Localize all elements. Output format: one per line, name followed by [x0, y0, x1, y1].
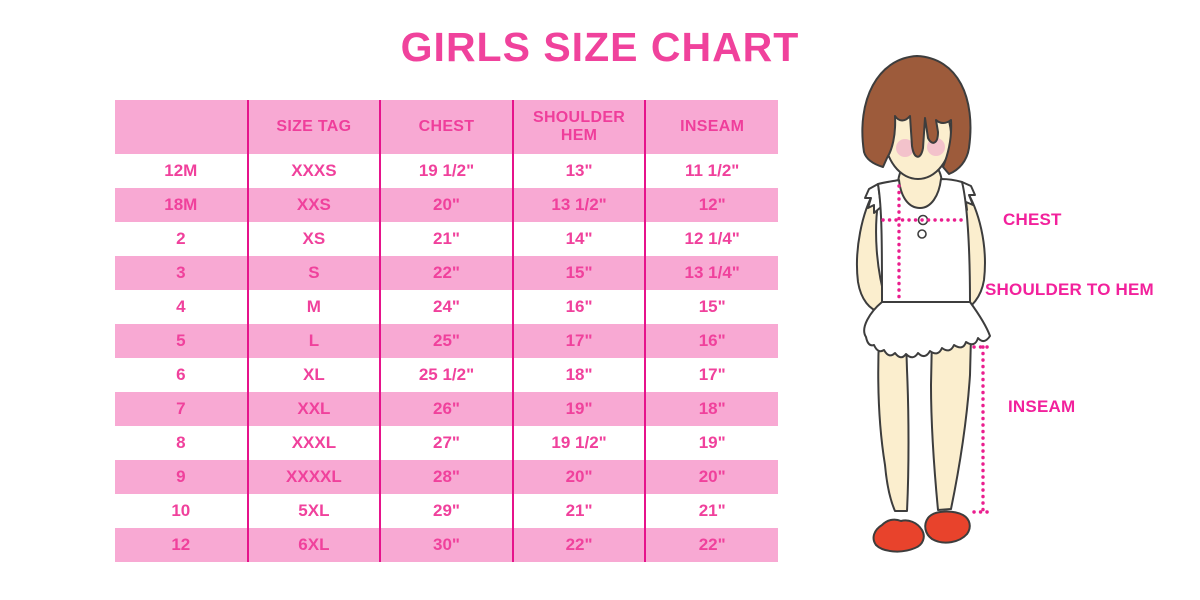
- size-table-body: 12M XXXS 19 1/2" 13" 11 1/2" 18M XXS 20" 13 1/2"…: [115, 154, 778, 562]
- table-row: 7 XXL 26" 19" 18": [115, 392, 778, 426]
- table-cell: 30": [379, 528, 513, 562]
- sleeve-ruffle-left: [864, 183, 882, 214]
- girls-size-table: SIZE TAG CHEST SHOULDER HEM INSEAM 12M XX…: [115, 100, 778, 562]
- table-cell: 27": [379, 426, 513, 460]
- table-cell: 8: [176, 433, 186, 452]
- table-header-row: SIZE TAG CHEST SHOULDER HEM INSEAM: [115, 100, 778, 154]
- table-cell: 5: [176, 331, 186, 350]
- table-cell: XXXS: [246, 154, 381, 188]
- col-header-inseam: INSEAM: [644, 100, 778, 154]
- table-row: 12M XXXS 19 1/2" 13" 11 1/2": [115, 154, 778, 188]
- blush-left: [896, 139, 914, 157]
- table-cell: 13": [511, 154, 646, 188]
- button-bottom: [917, 229, 927, 239]
- table-cell: 28": [379, 460, 513, 494]
- table-row: 4 M 24" 16" 15": [115, 290, 778, 324]
- table-cell: 12: [171, 535, 191, 554]
- girl-arm-left: [855, 189, 887, 313]
- page-title: GIRLS SIZE CHART: [400, 24, 800, 70]
- table-cell: 17": [511, 324, 646, 358]
- col-header-shoulder-hem: SHOULDER HEM: [511, 100, 646, 154]
- table-cell: 15": [511, 256, 646, 290]
- table-cell: 20": [379, 188, 513, 222]
- table-cell: 10: [171, 501, 191, 520]
- table-cell: L: [246, 324, 381, 358]
- table-cell: XL: [246, 358, 381, 392]
- table-cell: 25 1/2": [379, 358, 513, 392]
- table-cell: 18M: [164, 195, 198, 214]
- table-cell: 21": [379, 222, 513, 256]
- table-cell: 3: [176, 263, 186, 282]
- table-cell: 21": [511, 494, 646, 528]
- table-cell: 24": [379, 290, 513, 324]
- table-cell: 22": [644, 528, 778, 562]
- table-cell: M: [246, 290, 381, 324]
- girl-illustration: [855, 55, 995, 553]
- girl-leg-right: [930, 335, 972, 511]
- table-cell: 20": [511, 460, 646, 494]
- inseam-label: INSEAM: [1008, 397, 1076, 416]
- table-cell: XS: [246, 222, 381, 256]
- table-cell: 17": [644, 358, 778, 392]
- table-row: 8 XXXL 27" 19 1/2" 19": [115, 426, 778, 460]
- table-cell: 6: [176, 365, 186, 384]
- table-cell: 16": [511, 290, 646, 324]
- table-row: 10 5XL 29" 21" 21": [115, 494, 778, 528]
- table-row: 2 XS 21" 14" 12 1/4": [115, 222, 778, 256]
- girl-shoe-right: [924, 510, 971, 544]
- table-cell: 12M: [164, 161, 198, 180]
- table-cell: 26": [379, 392, 513, 426]
- table-cell: 29": [379, 494, 513, 528]
- table-cell: 13 1/4": [644, 256, 778, 290]
- col-header-size: [115, 100, 248, 154]
- table-cell: 22": [511, 528, 646, 562]
- girl-leg-left: [877, 337, 910, 512]
- table-cell: 19 1/2": [379, 154, 513, 188]
- table-cell: 15": [644, 290, 778, 324]
- table-cell: 16": [644, 324, 778, 358]
- table-cell: 21": [644, 494, 778, 528]
- table-cell: S: [246, 256, 381, 290]
- table-cell: 18": [511, 358, 646, 392]
- table-cell: 19 1/2": [511, 426, 646, 460]
- table-row: 18M XXS 20" 13 1/2" 12": [115, 188, 778, 222]
- girl-skirt: [863, 301, 991, 359]
- table-cell: 7: [176, 399, 186, 418]
- table-row: 12 6XL 30" 22" 22": [115, 528, 778, 562]
- girl-top: [877, 178, 971, 303]
- table-cell: 12": [644, 188, 778, 222]
- table-row: 9 XXXXL 28" 20" 20": [115, 460, 778, 494]
- girl-shoe-left: [872, 518, 925, 553]
- table-cell: 25": [379, 324, 513, 358]
- chest-label: CHEST: [1003, 210, 1062, 229]
- table-cell: 6XL: [246, 528, 381, 562]
- table-cell: 22": [379, 256, 513, 290]
- table-cell: 4: [176, 297, 186, 316]
- measurement-figure: CHEST SHOULDER TO HEM INSEAM: [820, 40, 1200, 570]
- girl-hair: [861, 55, 972, 175]
- col-header-size-tag: SIZE TAG: [246, 100, 381, 154]
- table-row: 6 XL 25 1/2" 18" 17": [115, 358, 778, 392]
- table-row: 3 S 22" 15" 13 1/4": [115, 256, 778, 290]
- col-header-chest: CHEST: [379, 100, 513, 154]
- table-cell: 20": [644, 460, 778, 494]
- table-cell: XXL: [246, 392, 381, 426]
- table-cell: 9: [176, 467, 186, 486]
- table-cell: 5XL: [246, 494, 381, 528]
- table-cell: 12 1/4": [644, 222, 778, 256]
- table-cell: 13 1/2": [511, 188, 646, 222]
- table-row: 5 L 25" 17" 16": [115, 324, 778, 358]
- table-cell: 2: [176, 229, 186, 248]
- table-cell: 19": [511, 392, 646, 426]
- table-cell: XXS: [246, 188, 381, 222]
- table-cell: 18": [644, 392, 778, 426]
- table-cell: 14": [511, 222, 646, 256]
- table-cell: 19": [644, 426, 778, 460]
- table-cell: 11 1/2": [644, 154, 778, 188]
- table-cell: XXXXL: [246, 460, 381, 494]
- shoulder-to-hem-label: SHOULDER TO HEM: [985, 280, 1154, 299]
- table-cell: XXXL: [246, 426, 381, 460]
